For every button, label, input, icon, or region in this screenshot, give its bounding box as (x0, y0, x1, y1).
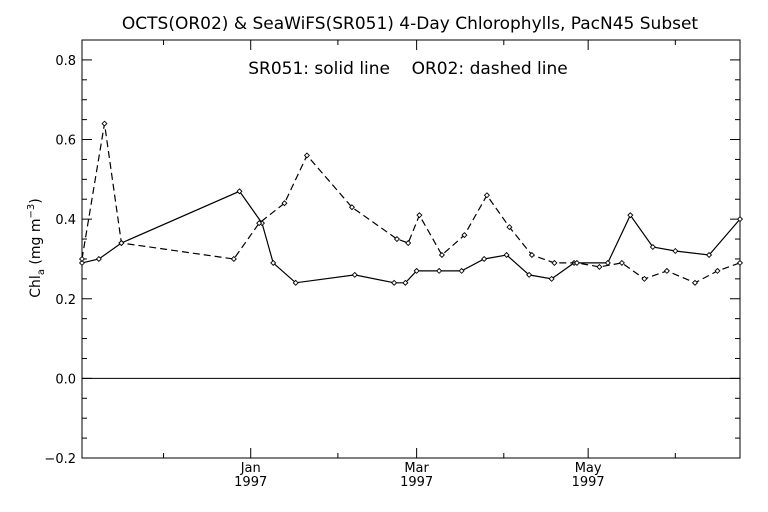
y-axis-label-mid: (mg m (28, 219, 44, 270)
data-point-or02 (256, 220, 263, 227)
data-point-or02 (303, 152, 310, 159)
y-tick-label: 0.4 (55, 213, 76, 228)
data-point-sr051 (236, 188, 243, 195)
x-tick-label-month: May (575, 461, 602, 476)
chart-title: OCTS(OR02) & SeaWiFS(SR051) 4-Day Chloro… (122, 14, 699, 34)
data-point-sr051 (672, 247, 679, 255)
data-point-or02 (405, 239, 412, 247)
data-point-or02 (438, 251, 445, 259)
data-point-sr051 (706, 251, 713, 259)
data-point-or02 (78, 255, 86, 262)
y-axis-label-sub: a (36, 269, 47, 275)
x-tick-label-year: 1997 (572, 475, 605, 490)
data-point-or02 (691, 279, 699, 286)
y-axis-label-end: ) (28, 198, 44, 203)
data-point-sr051 (503, 251, 510, 259)
y-axis-label-base: Chl (28, 275, 44, 298)
x-tick-label-month: Mar (404, 461, 429, 476)
data-point-sr051 (391, 279, 398, 286)
data-point-or02 (101, 120, 108, 127)
data-point-or02 (618, 259, 625, 266)
plot-frame (81, 39, 741, 459)
data-point-or02 (416, 212, 423, 219)
y-tick-label: −0.2 (44, 452, 76, 467)
data-point-or02 (641, 275, 648, 282)
data-point-or02 (461, 232, 468, 239)
data-point-sr051 (736, 216, 744, 223)
data-point-sr051 (95, 255, 102, 262)
x-tick-label-month: Jan (240, 461, 261, 476)
data-point-or02 (393, 236, 400, 243)
data-point-or02 (281, 200, 288, 207)
y-tick-label: 0.0 (55, 372, 76, 387)
data-point-or02 (230, 255, 237, 262)
data-point-sr051 (351, 271, 358, 278)
data-point-sr051 (649, 243, 656, 251)
data-point-sr051 (270, 259, 277, 266)
series-line-or02 (81, 123, 741, 284)
data-point-sr051 (458, 267, 465, 274)
series-group (78, 120, 744, 286)
data-point-or02 (663, 267, 670, 274)
y-tick-label: 0.6 (55, 134, 76, 149)
data-point-sr051 (481, 255, 488, 262)
data-point-or02 (506, 224, 513, 231)
data-point-sr051 (436, 267, 443, 274)
y-tick-label: 0.2 (55, 293, 76, 308)
data-point-sr051 (78, 259, 86, 266)
data-point-sr051 (413, 267, 420, 274)
data-point-sr051 (526, 271, 533, 278)
y-tick-label: 0.8 (55, 54, 76, 69)
data-point-sr051 (402, 279, 409, 286)
y-axis-label: Chla (mg m−3) (26, 198, 47, 297)
data-point-or02 (714, 267, 721, 274)
data-point-or02 (118, 239, 125, 247)
data-point-or02 (528, 251, 535, 259)
data-point-sr051 (548, 275, 555, 282)
series-line-sr051 (81, 190, 741, 284)
data-point-sr051 (292, 279, 299, 286)
data-point-or02 (573, 259, 580, 266)
x-tick-label-year: 1997 (400, 475, 433, 490)
data-point-or02 (596, 263, 603, 270)
y-axis-label-sup: −3 (26, 204, 37, 219)
data-point-sr051 (627, 212, 634, 219)
data-point-or02 (551, 259, 558, 266)
data-point-or02 (348, 204, 355, 211)
x-tick-label-year: 1997 (234, 475, 267, 490)
chart-legend-annotation: SR051: solid line OR02: dashed line (248, 59, 568, 79)
data-point-or02 (483, 192, 490, 199)
data-point-or02 (736, 259, 744, 266)
